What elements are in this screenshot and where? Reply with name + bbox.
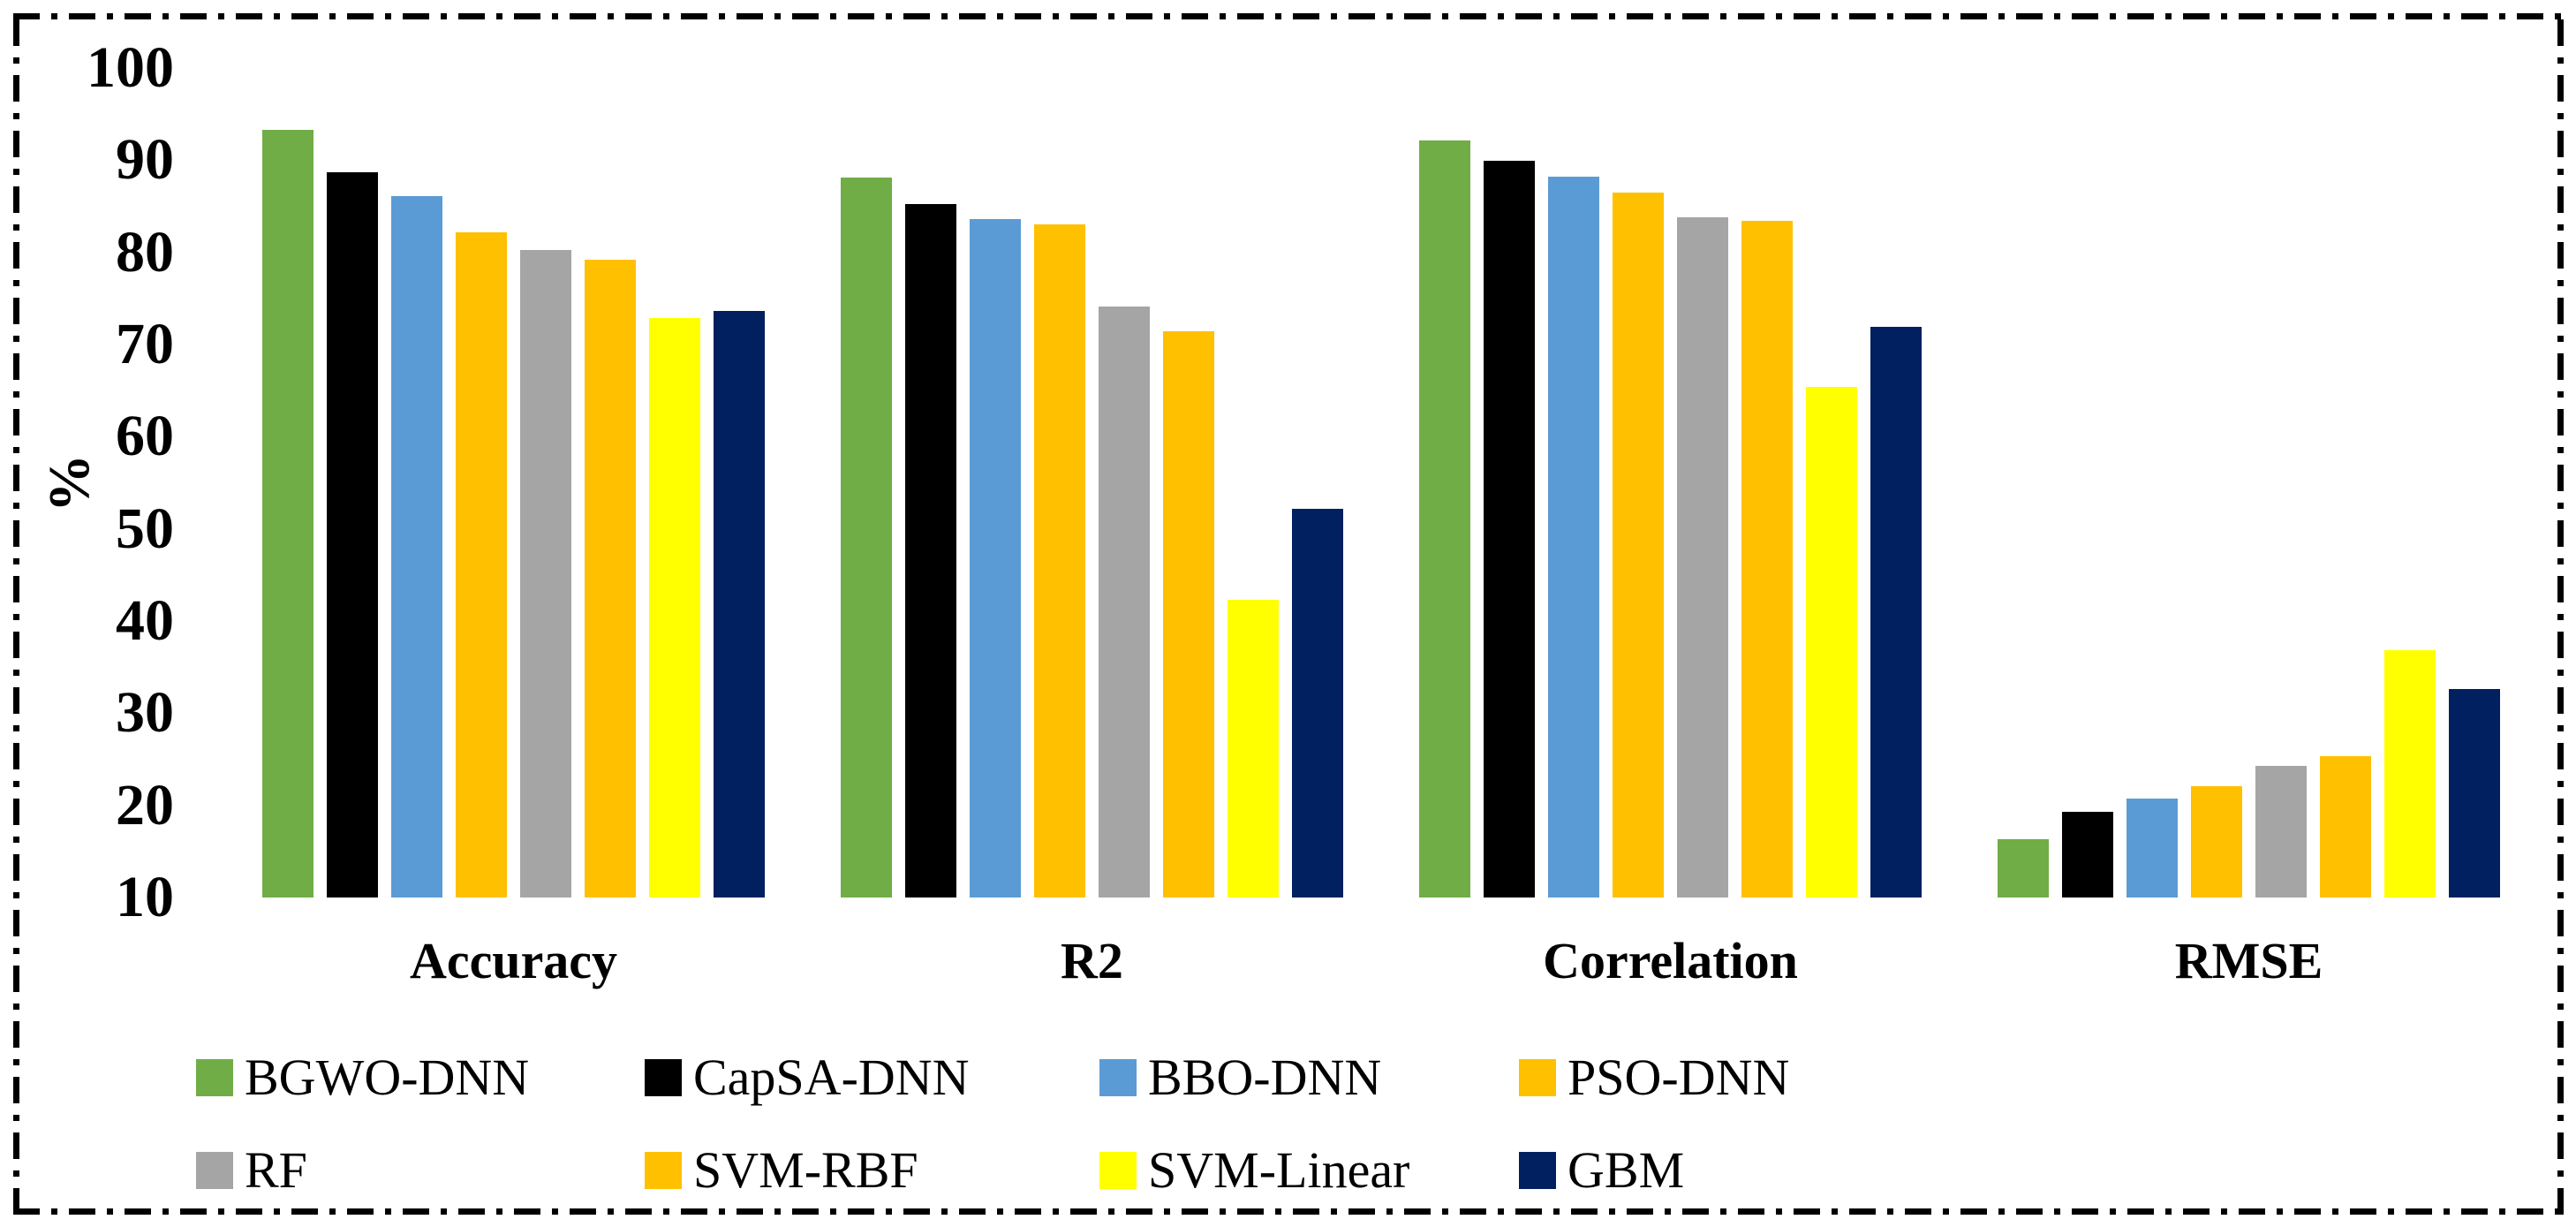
legend-swatch-gbm [1519,1152,1556,1189]
bar-capsa-dnn-correlation [1484,161,1535,898]
bar-pso-dnn-accuracy [456,231,507,898]
bar-bbo-dnn-r2 [970,219,1021,898]
legend-item-rf: RF [196,1141,307,1199]
frame-border-bottom [13,1208,2564,1215]
frame-border-top [13,13,2564,19]
legend-label: PSO-DNN [1568,1049,1790,1106]
bar-svm-linear-rmse [2384,650,2436,898]
legend-swatch-pso-dnn [1519,1059,1556,1096]
bar-svm-linear-r2 [1228,600,1279,898]
frame-border-left [13,13,19,1215]
bar-svm-linear-accuracy [649,317,700,898]
frame-border-right [2557,13,2564,1215]
bar-svm-rbf-accuracy [585,260,636,898]
legend-swatch-svm-linear [1099,1152,1137,1189]
legend-item-svm-linear: SVM-Linear [1099,1141,1410,1199]
bar-svm-rbf-rmse [2320,756,2371,898]
legend-item-pso-dnn: PSO-DNN [1519,1049,1790,1106]
bar-rf-r2 [1099,307,1150,898]
bar-capsa-dnn-r2 [905,204,956,898]
bar-gbm-correlation [1870,327,1922,898]
legend-swatch-bgwo-dnn [196,1059,233,1096]
bar-rf-rmse [2255,765,2307,898]
legend-label: RF [245,1141,307,1199]
legend-swatch-rf [196,1152,233,1189]
bar-pso-dnn-rmse [2191,785,2242,898]
legend-label: SVM-Linear [1148,1141,1410,1199]
legend-swatch-bbo-dnn [1099,1059,1137,1096]
legend-item-bgwo-dnn: BGWO-DNN [196,1049,530,1106]
category-label-accuracy: Accuracy [409,932,618,989]
category-label-correlation: Correlation [1543,932,1798,989]
bar-svm-linear-correlation [1806,386,1857,898]
y-tick-label-20: 20 [116,772,174,837]
legend-item-bbo-dnn: BBO-DNN [1099,1049,1382,1106]
y-tick-label-10: 10 [116,865,174,929]
legend-label: SVM-RBF [693,1141,918,1199]
y-tick-label-90: 90 [116,127,174,193]
legend-swatch-capsa-dnn [645,1059,682,1096]
legend-item-gbm: GBM [1519,1141,1685,1199]
bar-pso-dnn-r2 [1034,224,1085,898]
bar-rf-accuracy [520,249,571,898]
category-label-rmse: RMSE [2174,932,2323,989]
y-tick-label-30: 30 [116,680,174,746]
bar-svm-rbf-correlation [1741,221,1793,898]
y-tick-label-100: 100 [87,35,174,100]
bar-capsa-dnn-rmse [2062,811,2113,898]
y-tick-label-60: 60 [116,404,174,469]
bar-bbo-dnn-correlation [1548,177,1599,898]
legend-label: CapSA-DNN [693,1049,970,1106]
legend-label: GBM [1568,1141,1685,1199]
bar-bgwo-dnn-rmse [1998,839,2049,898]
bar-bbo-dnn-accuracy [391,196,442,898]
bar-capsa-dnn-accuracy [327,171,378,898]
bar-pso-dnn-correlation [1613,192,1664,898]
category-label-r2: R2 [1061,932,1123,989]
bar-bgwo-dnn-correlation [1419,140,1470,898]
y-tick-label-40: 40 [116,588,174,653]
legend-label: BGWO-DNN [245,1049,530,1106]
bar-gbm-rmse [2449,689,2500,898]
y-tick-label-80: 80 [116,219,174,284]
bar-svm-rbf-r2 [1163,331,1214,898]
bar-bgwo-dnn-r2 [841,178,892,898]
bar-rf-correlation [1677,217,1728,898]
legend-swatch-svm-rbf [645,1152,682,1189]
y-tick-label-70: 70 [116,312,174,376]
bar-gbm-accuracy [714,311,765,898]
legend-item-capsa-dnn: CapSA-DNN [645,1049,970,1106]
bar-bbo-dnn-rmse [2127,799,2178,898]
bar-gbm-r2 [1292,508,1343,898]
y-tick-label-50: 50 [116,496,174,561]
legend-label: BBO-DNN [1148,1049,1382,1106]
bar-bgwo-dnn-accuracy [262,129,314,898]
legend-item-svm-rbf: SVM-RBF [645,1141,918,1199]
